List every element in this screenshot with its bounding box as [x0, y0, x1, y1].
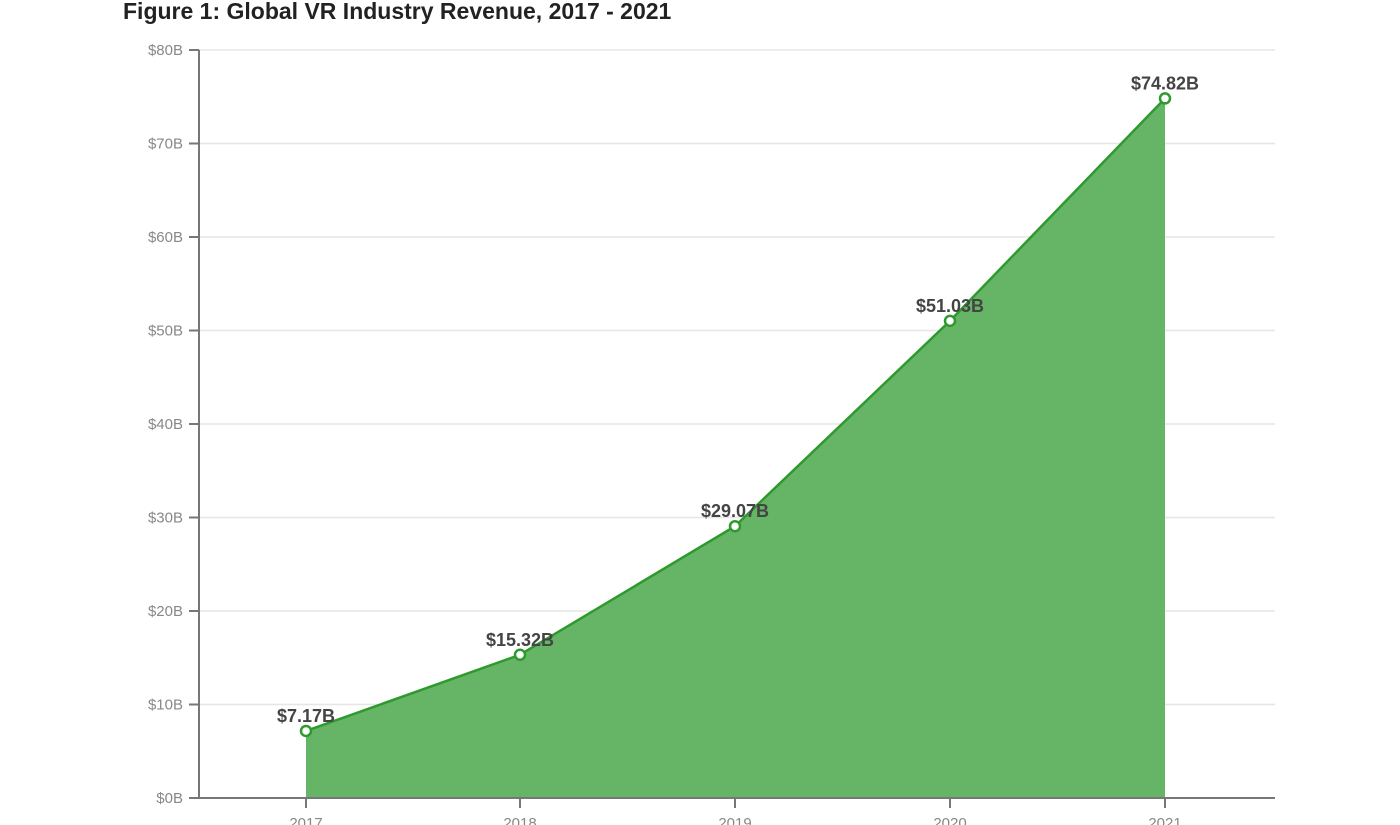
x-tick-label: 2021 [1148, 815, 1181, 825]
y-tick-label: $80B [148, 42, 183, 59]
y-tick-label: $30B [148, 510, 183, 527]
data-label: $29.07B [701, 501, 769, 521]
y-tick-label: $0B [156, 790, 183, 807]
x-tick-label: 2019 [718, 815, 751, 825]
data-point [513, 648, 527, 662]
y-tick-label: $50B [148, 323, 183, 340]
data-label: $74.82B [1131, 73, 1199, 93]
y-tick-label: $20B [148, 603, 183, 620]
y-tick-label: $40B [148, 416, 183, 433]
data-point [728, 519, 742, 533]
chart-title: Figure 1: Global VR Industry Revenue, 20… [123, 0, 672, 24]
data-label: $51.03B [916, 296, 984, 316]
data-point [1158, 92, 1172, 105]
area-fill [306, 98, 1165, 799]
y-tick-label: $60B [148, 229, 183, 246]
data-label: $7.17B [277, 706, 335, 726]
data-point [943, 314, 957, 328]
y-tick-label: $70B [148, 136, 183, 153]
x-tick-label: 2018 [503, 815, 536, 825]
x-tick-label: 2020 [933, 815, 966, 825]
y-tick-label: $10B [148, 697, 183, 714]
data-point [299, 724, 313, 738]
data-label: $15.32B [486, 630, 554, 650]
x-tick-label: 2017 [289, 815, 322, 825]
